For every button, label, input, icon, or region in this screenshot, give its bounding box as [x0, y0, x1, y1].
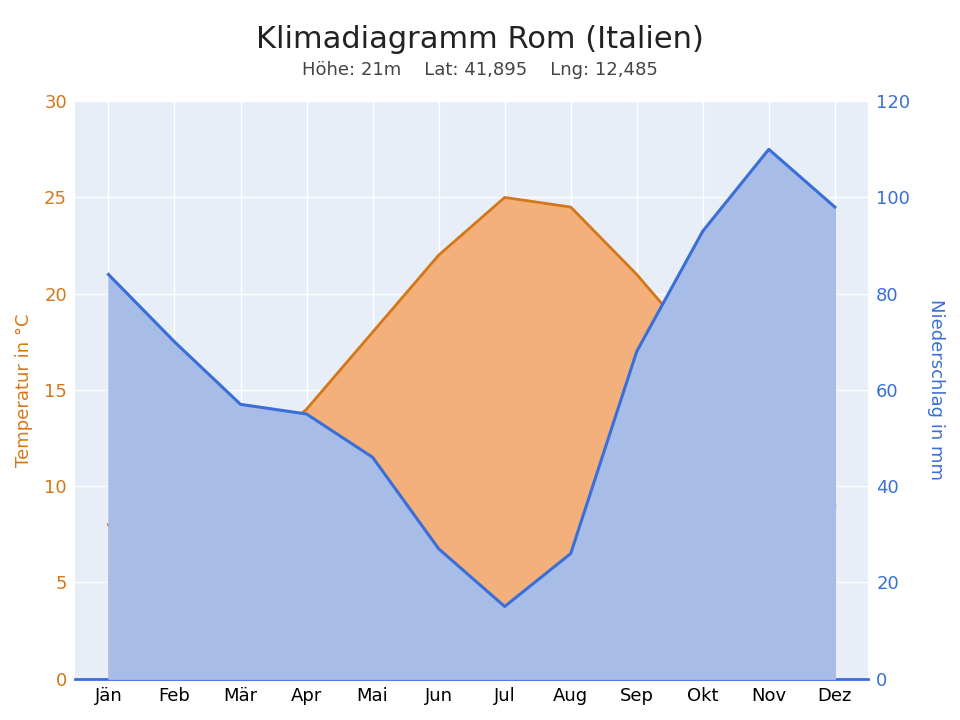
Text: Klimadiagramm Rom (Italien): Klimadiagramm Rom (Italien): [256, 25, 704, 54]
Y-axis label: Niederschlag in mm: Niederschlag in mm: [927, 300, 945, 480]
Text: Höhe: 21m    Lat: 41,895    Lng: 12,485: Höhe: 21m Lat: 41,895 Lng: 12,485: [302, 61, 658, 79]
Y-axis label: Temperatur in °C: Temperatur in °C: [15, 313, 33, 467]
